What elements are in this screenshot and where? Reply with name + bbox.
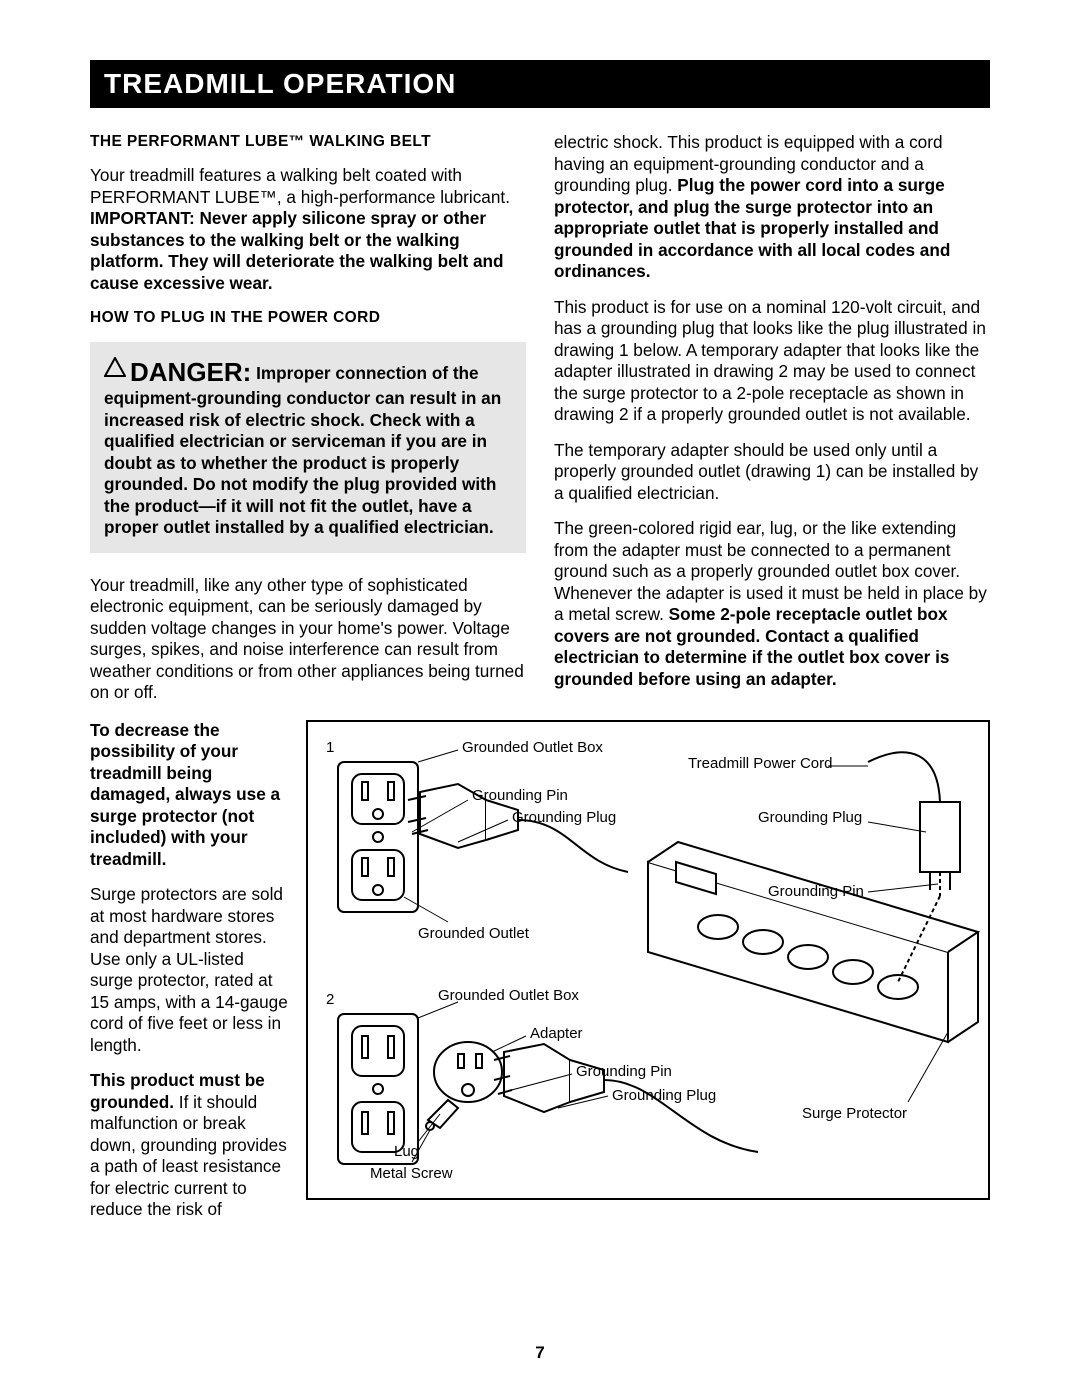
right-column: electric shock. This product is equipped… [554, 132, 990, 718]
section-title: TREADMILL OPERATION [104, 68, 456, 99]
p2b: To decrease the possibility of your trea… [90, 720, 288, 871]
label-gpin1: Grounding Pin [472, 787, 568, 804]
page-number: 7 [0, 1343, 1080, 1363]
outlet-box-1 [338, 762, 418, 912]
two-column-layout: THE PERFORMANT LUBE™ WALKING BELT Your t… [90, 132, 990, 718]
label-tpc: Treadmill Power Cord [688, 755, 833, 772]
label-gpin2: Grounding Pin [576, 1063, 672, 1080]
label-gpin-r: Grounding Pin [768, 883, 864, 900]
label-d1: 1 [326, 739, 334, 756]
danger-text: Improper connection of the equipment-gro… [104, 363, 501, 538]
lube-intro: Your treadmill features a walking belt c… [90, 165, 510, 207]
label-gob2: Grounded Outlet Box [438, 987, 579, 1004]
danger-word: DANGER: [130, 357, 251, 387]
paragraph-r3: The temporary adapter should be used onl… [554, 440, 990, 505]
paragraph-surge-intro: Your treadmill, like any other type of s… [90, 575, 526, 704]
label-surge: Surge Protector [802, 1105, 907, 1122]
diagram-svg: 1 [308, 722, 988, 1198]
warning-triangle-icon [104, 357, 126, 383]
label-mscrew: Metal Screw [370, 1165, 453, 1182]
left-column: THE PERFORMANT LUBE™ WALKING BELT Your t… [90, 132, 526, 718]
outlet-box-2 [338, 1014, 418, 1164]
subhead-lube: THE PERFORMANT LUBE™ WALKING BELT [90, 132, 526, 151]
manual-page: TREADMILL OPERATION THE PERFORMANT LUBE™… [0, 0, 1080, 1397]
label-lug: Lug [394, 1143, 419, 1160]
label-gplug2: Grounding Plug [612, 1087, 716, 1104]
p2b-bold: To decrease the possibility of your trea… [90, 720, 280, 869]
paragraph-r4: The green-colored rigid ear, lug, or the… [554, 518, 990, 690]
label-gplug-r: Grounding Plug [758, 809, 862, 826]
p4: This product must be grounded. If it sho… [90, 1070, 288, 1221]
narrow-left-column: To decrease the possibility of your trea… [90, 720, 288, 1235]
wiring-diagram: 1 [306, 720, 990, 1200]
label-gplug1: Grounding Plug [512, 809, 616, 826]
label-d2: 2 [326, 991, 334, 1008]
paragraph-lube: Your treadmill features a walking belt c… [90, 165, 526, 294]
paragraph-r1: electric shock. This product is equipped… [554, 132, 990, 283]
label-gob1: Grounded Outlet Box [462, 739, 603, 756]
label-adapter: Adapter [530, 1025, 583, 1042]
paragraph-r2: This product is for use on a nominal 120… [554, 297, 990, 426]
subhead-plug: HOW TO PLUG IN THE POWER CORD [90, 308, 526, 327]
lube-important: IMPORTANT: Never apply silicone spray or… [90, 208, 504, 293]
p3: Surge protectors are sold at most hardwa… [90, 884, 288, 1056]
surge-intro-a: Your treadmill, like any other type of s… [90, 575, 524, 703]
danger-box: DANGER: Improper connection of the equip… [90, 342, 526, 553]
section-title-bar: TREADMILL OPERATION [90, 60, 990, 108]
lower-row: To decrease the possibility of your trea… [90, 720, 990, 1235]
label-goutlet: Grounded Outlet [418, 925, 530, 942]
